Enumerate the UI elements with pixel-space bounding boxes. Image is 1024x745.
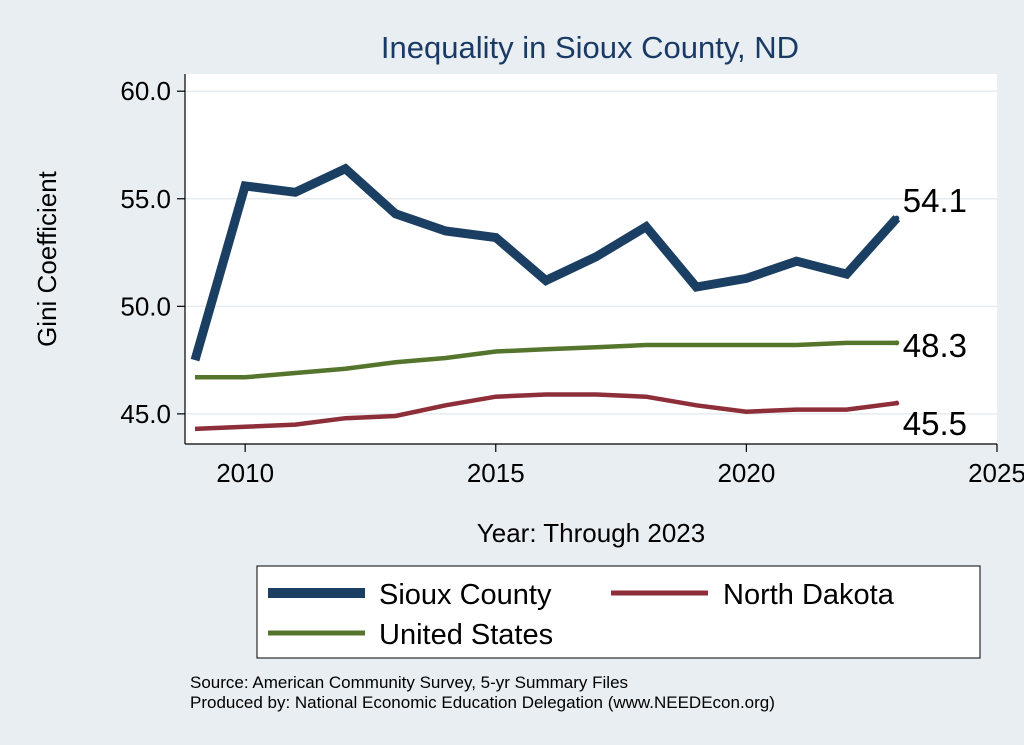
x-tick-label: 2010 <box>216 458 274 488</box>
end-label-north-dakota: 45.5 <box>903 405 967 442</box>
end-marker <box>894 400 900 406</box>
x-tick-label: 2020 <box>717 458 775 488</box>
x-tick-label: 2015 <box>467 458 525 488</box>
y-tick-label: 45.0 <box>120 399 171 429</box>
series-line-united-states <box>195 340 897 380</box>
end-label-united-states: 48.3 <box>903 327 967 364</box>
chart-title: Inequality in Sioux County, ND <box>381 30 799 65</box>
series-line-sioux-county <box>190 163 901 362</box>
legend <box>256 565 981 659</box>
series-line-north-dakota <box>194 392 898 432</box>
end-marker <box>894 215 900 221</box>
legend-label-united-states: United States <box>379 619 553 651</box>
source-line: Source: American Community Survey, 5-yr … <box>190 673 628 692</box>
y-tick-label: 50.0 <box>120 291 171 321</box>
y-axis-label: Gini Coefficient <box>32 170 62 347</box>
x-axis-label: Year: Through 2023 <box>477 518 705 548</box>
x-tick-label: 2025 <box>968 458 1024 488</box>
produced-by-line: Produced by: National Economic Education… <box>190 693 775 712</box>
series-lines <box>190 163 901 432</box>
x-ticks: 2010 2015 2020 2025 <box>216 444 1024 488</box>
end-marker <box>894 340 900 346</box>
end-label-sioux-county: 54.1 <box>903 182 967 219</box>
legend-label-north-dakota: North Dakota <box>723 579 895 611</box>
y-ticks: 45.0 50.0 55.0 60.0 <box>120 76 185 429</box>
end-labels: 54.1 45.5 48.3 <box>894 182 967 442</box>
y-tick-label: 55.0 <box>120 184 171 214</box>
legend-label-sioux-county: Sioux County <box>379 579 552 611</box>
gridlines <box>185 90 997 415</box>
y-tick-label: 60.0 <box>120 76 171 106</box>
